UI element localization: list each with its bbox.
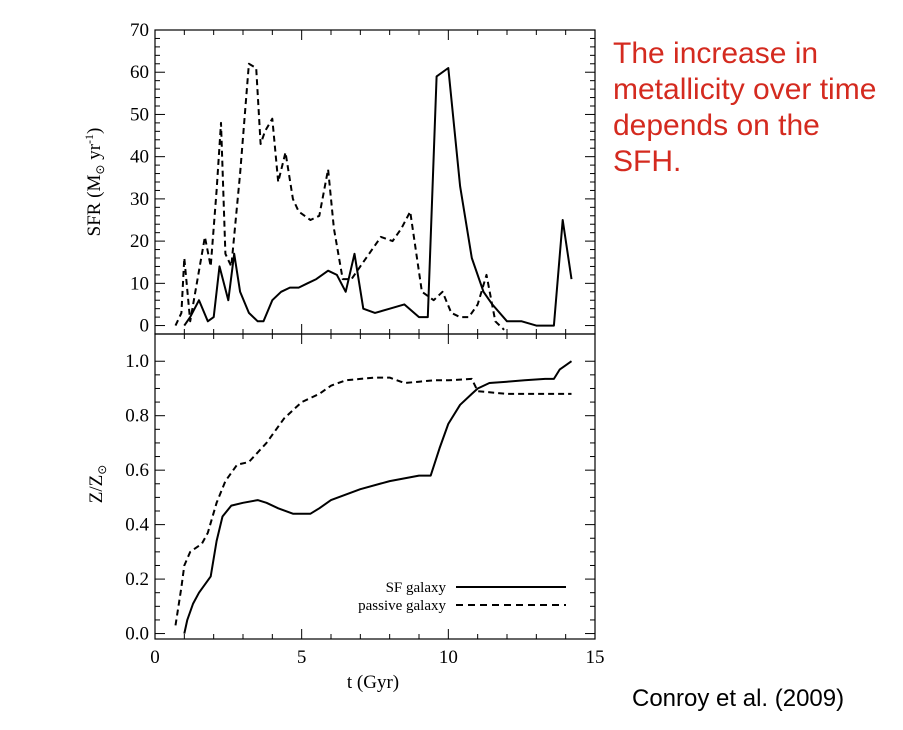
- sfr-y-tick-label: 30: [130, 189, 149, 210]
- x-tick-label: 5: [297, 647, 307, 668]
- sfr-series-passive-galaxy: [174, 62, 505, 331]
- x-axis-label: t (Gyr): [347, 672, 399, 693]
- sfr-panel-ticks: [154, 29, 596, 334]
- metallicity-y-axis-label: Z/Z⊙: [86, 465, 109, 504]
- legend: SF galaxy passive galaxy: [358, 580, 566, 614]
- metallicity-y-tick-label: 0.8: [125, 406, 149, 427]
- sfr-y-axis-label: SFR (M⊙ yr-1): [82, 128, 107, 237]
- sfr-panel: 0 10 20 30 40 50 60 70 SFR (M⊙ yr-1): [82, 20, 596, 337]
- sfr-panel-lines: [174, 62, 573, 331]
- metallicity-y-tick-label: 0.4: [125, 515, 149, 536]
- metallicity-series-passive-galaxy: [174, 376, 572, 626]
- sfr-panel-frame: [154, 29, 596, 335]
- sfr-y-tick-label: 10: [130, 273, 149, 294]
- sfr-y-tick-label: 20: [130, 231, 149, 252]
- sfr-y-tick-label: 0: [140, 316, 150, 337]
- sfr-y-tick-label: 70: [130, 20, 149, 41]
- metallicity-panel-frame: [154, 333, 596, 640]
- legend-label-passive-galaxy: passive galaxy: [358, 598, 446, 614]
- metallicity-panel-lines: [174, 360, 573, 634]
- sfr-y-tick-label: 60: [130, 62, 149, 83]
- metallicity-panel: 0.0 0.2 0.4 0.6 0.8 1.0 0 5 10 15 Z/Z⊙ t (Gyr) SF…: [86, 333, 605, 693]
- sfr-panel-tick-labels: 0 10 20 30 40 50 60 70: [130, 20, 149, 337]
- metallicity-y-tick-label: 0.6: [125, 460, 149, 481]
- metallicity-y-tick-label: 1.0: [125, 351, 149, 372]
- legend-label-sf-galaxy: SF galaxy: [386, 580, 447, 596]
- metallicity-y-tick-label: 0.0: [125, 624, 149, 645]
- metallicity-panel-tick-labels: 0.0 0.2 0.4 0.6 0.8 1.0 0 5 10 15: [125, 351, 604, 668]
- metallicity-series-sf-galaxy: [183, 360, 573, 634]
- citation-text: Conroy et al. (2009): [632, 685, 845, 712]
- x-tick-label: 15: [586, 647, 605, 668]
- metallicity-y-tick-label: 0.2: [125, 569, 149, 590]
- x-tick-label: 0: [150, 647, 160, 668]
- metallicity-panel-ticks: [154, 334, 596, 639]
- annotation-text: The increase in metallicity over time de…: [613, 37, 877, 178]
- sfr-y-tick-label: 50: [130, 104, 149, 125]
- sfr-y-tick-label: 40: [130, 147, 149, 168]
- x-tick-label: 10: [439, 647, 458, 668]
- sfr-series-sf-galaxy: [183, 67, 573, 327]
